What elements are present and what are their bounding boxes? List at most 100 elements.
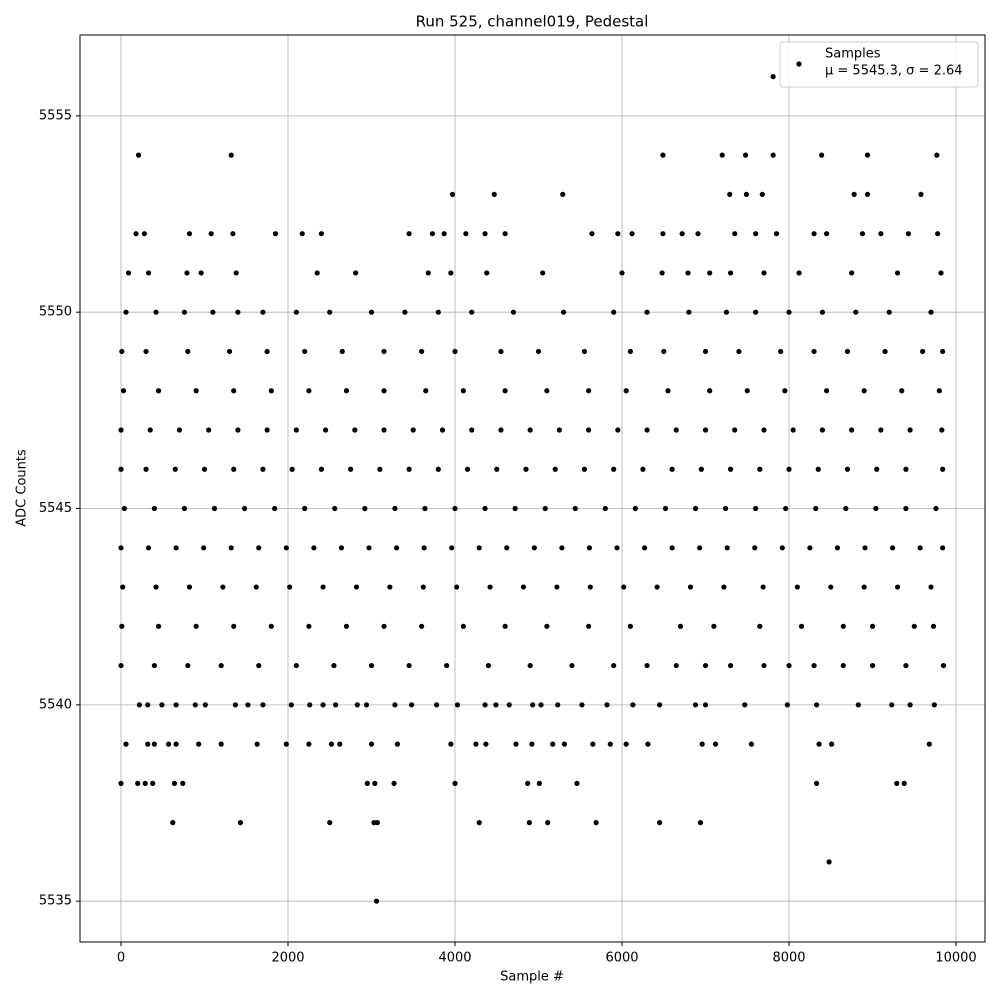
point xyxy=(813,702,820,708)
point xyxy=(748,741,755,747)
point xyxy=(372,780,378,786)
point xyxy=(525,780,531,786)
point xyxy=(742,152,749,158)
point xyxy=(761,662,767,669)
point xyxy=(311,545,317,551)
point xyxy=(387,584,393,590)
point xyxy=(381,623,387,629)
point xyxy=(905,231,912,237)
point xyxy=(840,662,846,669)
point xyxy=(779,545,785,551)
point xyxy=(343,388,350,394)
point xyxy=(192,702,198,708)
point xyxy=(502,388,508,394)
point xyxy=(818,152,825,158)
point xyxy=(419,623,425,629)
point xyxy=(173,702,179,708)
point xyxy=(615,427,621,433)
point xyxy=(449,545,455,551)
point xyxy=(181,505,188,512)
point xyxy=(406,231,412,237)
point xyxy=(186,231,193,237)
point xyxy=(940,466,946,472)
y-tick-label: 5550 xyxy=(39,305,72,320)
point xyxy=(393,545,400,551)
point xyxy=(306,623,312,629)
point xyxy=(327,309,333,315)
point xyxy=(899,388,905,394)
point xyxy=(186,584,193,590)
point xyxy=(757,466,763,472)
legend-note: μ = 5545.3, σ = 2.64 xyxy=(825,64,963,79)
point xyxy=(302,505,308,512)
point xyxy=(159,702,165,708)
point xyxy=(231,388,237,394)
point xyxy=(253,584,259,590)
point xyxy=(136,702,142,708)
point xyxy=(327,820,333,826)
point xyxy=(193,388,199,394)
point xyxy=(753,309,759,315)
point xyxy=(697,820,704,826)
point xyxy=(878,231,884,237)
point xyxy=(141,231,147,237)
point xyxy=(722,505,729,512)
point xyxy=(256,545,262,551)
point xyxy=(173,741,179,747)
point xyxy=(699,741,705,747)
point xyxy=(828,584,834,590)
point xyxy=(254,741,260,747)
point xyxy=(264,427,270,433)
point xyxy=(823,388,830,394)
point xyxy=(621,584,627,590)
point xyxy=(231,623,237,629)
point xyxy=(237,820,244,826)
point xyxy=(423,388,429,394)
point xyxy=(151,505,158,512)
point xyxy=(452,780,458,786)
point xyxy=(940,545,946,551)
point xyxy=(861,388,867,394)
point xyxy=(844,466,851,472)
point xyxy=(260,466,266,472)
point xyxy=(343,623,350,629)
point xyxy=(173,545,179,551)
point xyxy=(692,505,699,512)
point xyxy=(869,662,876,669)
point xyxy=(873,505,879,512)
point xyxy=(861,584,867,590)
point xyxy=(289,466,295,472)
y-axis-label: ADC Counts xyxy=(15,449,30,527)
point xyxy=(796,270,802,276)
point xyxy=(172,466,178,472)
point xyxy=(208,231,214,237)
point xyxy=(523,466,529,472)
point xyxy=(487,584,493,590)
point xyxy=(283,545,289,551)
point xyxy=(540,270,546,276)
point xyxy=(659,270,665,276)
point xyxy=(660,152,666,158)
point xyxy=(727,270,734,276)
point xyxy=(268,623,274,629)
point xyxy=(133,231,139,237)
x-tick-label: 4000 xyxy=(438,951,471,966)
point xyxy=(894,270,901,276)
point xyxy=(723,309,729,315)
point xyxy=(615,231,621,237)
point xyxy=(368,741,375,747)
point xyxy=(196,741,202,747)
point xyxy=(677,623,684,629)
point xyxy=(813,780,820,786)
point xyxy=(392,505,398,512)
point xyxy=(560,309,567,315)
point xyxy=(381,427,387,433)
y-tick-label: 5535 xyxy=(39,894,72,909)
point xyxy=(476,545,482,551)
point xyxy=(840,623,846,629)
point xyxy=(118,545,124,551)
point xyxy=(147,427,153,433)
point xyxy=(669,545,675,551)
x-tick-label: 10000 xyxy=(935,951,976,966)
point xyxy=(201,545,207,551)
